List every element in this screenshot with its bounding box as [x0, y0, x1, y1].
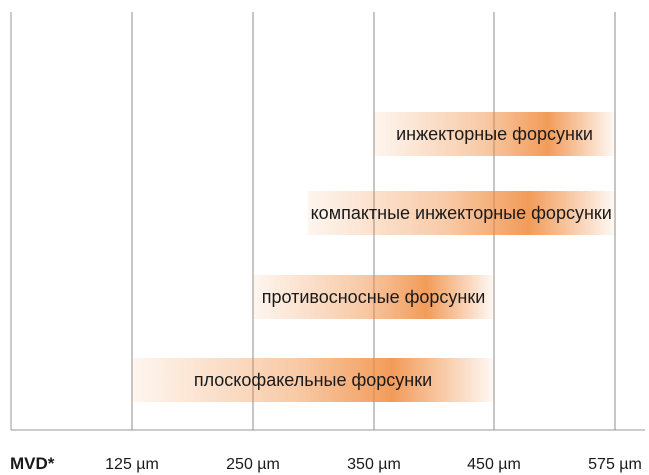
chart-frame: [10, 12, 645, 431]
x-tick-labels: 125 µm 250 µm 350 µm 450 µm 575 µm: [105, 456, 642, 473]
range-label: противосносные форсунки: [262, 287, 486, 307]
x-axis-title: MVD*: [10, 454, 55, 473]
range-label: плоскофакельные форсунки: [194, 370, 432, 390]
range-label: инжекторные форсунки: [396, 124, 593, 144]
range-labels: инжекторные форсунки компактные инжекторн…: [194, 124, 612, 390]
range-label: компактные инжекторные форсунки: [311, 203, 612, 223]
range-bar: [374, 112, 615, 156]
range-bars: [132, 112, 615, 402]
x-tick-label: 350 µm: [347, 456, 401, 473]
range-bar: [253, 275, 494, 319]
x-tick-label: 450 µm: [467, 456, 521, 473]
x-tick-label: 250 µm: [226, 456, 280, 473]
x-tick-label: 125 µm: [105, 456, 159, 473]
range-bar: [132, 358, 494, 402]
x-tick-label: 575 µm: [588, 456, 642, 473]
range-bar: [307, 191, 615, 235]
